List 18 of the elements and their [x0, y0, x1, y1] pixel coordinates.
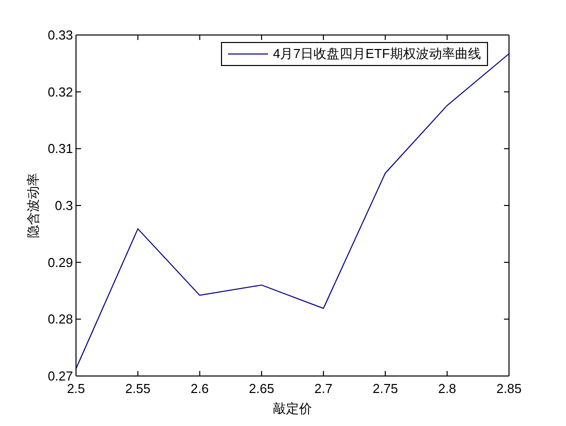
x-tick-label: 2.65: [248, 381, 274, 396]
legend-label: 4月7日收盘四月ETF期权波动率曲线: [272, 45, 481, 63]
y-tick-label: 0.32: [48, 84, 73, 100]
x-tick-label: 2.5: [66, 381, 86, 396]
y-tick-label: 0.33: [48, 28, 73, 42]
y-tick-label: 0.31: [48, 141, 73, 156]
y-axis-title: 隐含波动率: [26, 173, 41, 238]
x-tick-label: 2.55: [125, 381, 151, 396]
y-tick-label: 0.28: [48, 312, 73, 327]
x-tick-label: 2.8: [438, 381, 456, 396]
x-tick-label: 2.7: [314, 381, 332, 396]
y-tick-label: 0.29: [48, 254, 73, 270]
x-axis-title: 敲定价: [273, 401, 312, 416]
y-tick-label: 0.27: [48, 368, 73, 384]
y-tick-label: 0.3: [54, 198, 73, 213]
x-tick-label: 2.75: [372, 381, 398, 396]
x-tick-label: 2.85: [496, 381, 522, 396]
x-tick-label: 2.6: [190, 381, 209, 396]
